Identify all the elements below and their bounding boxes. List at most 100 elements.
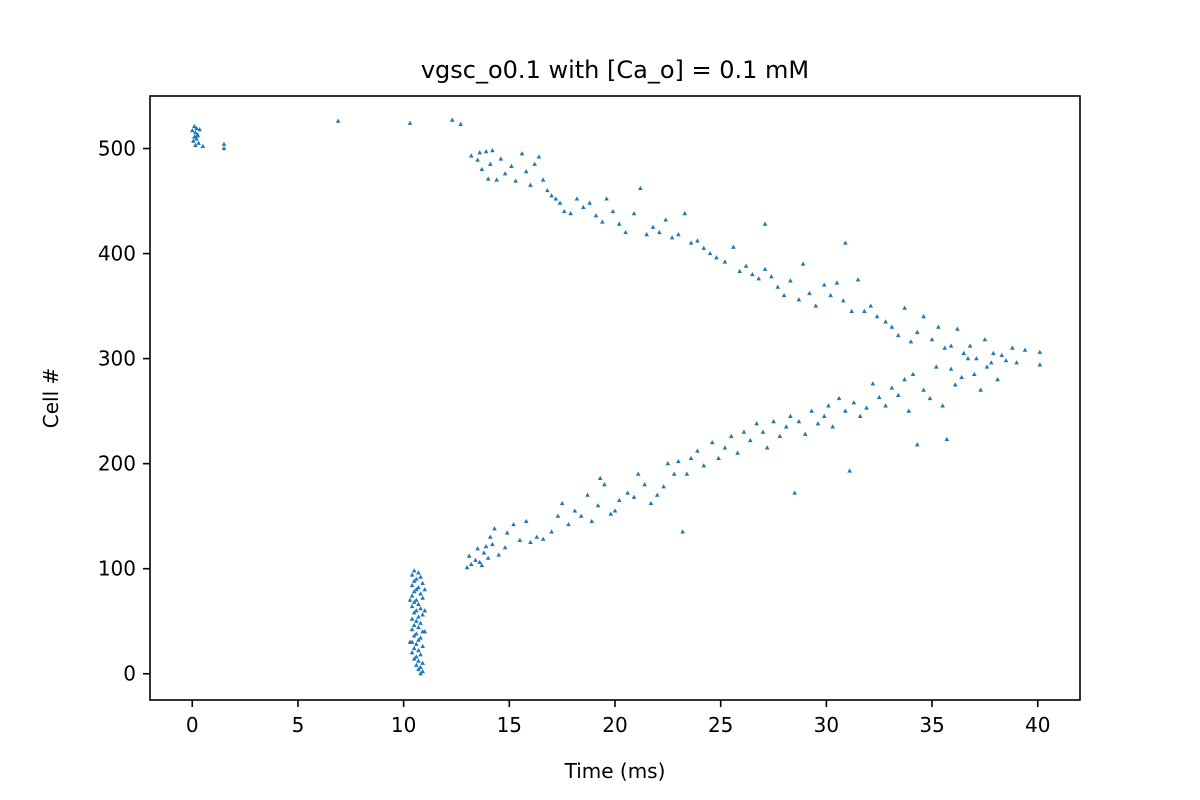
spike-point [411,656,417,661]
spike-point [942,345,948,350]
spike-point [809,408,814,413]
spike-point [883,403,888,408]
spike-point [737,268,743,274]
spike-point [671,471,677,476]
spike-point [688,240,694,245]
spike-point [796,297,802,302]
spike-point [843,408,848,413]
spike-point [709,440,715,445]
spike-point [769,274,774,279]
spike-point [409,616,415,621]
spike-point [771,419,776,424]
spike-point [682,211,688,216]
spike-point [407,639,413,644]
spike-point [458,121,464,126]
spike-point [948,343,954,348]
spike-point [420,580,425,586]
spike-point [549,193,554,198]
spike-point [418,620,423,625]
spike-point [411,568,417,573]
spike-point [936,324,941,329]
spike-point [414,576,419,581]
spike-point [580,204,586,209]
spike-point [735,450,740,455]
spike-point [549,529,554,534]
spike-point [192,123,197,129]
spike-point [978,387,983,392]
spike-point [921,387,926,392]
spike-point [420,643,425,649]
spike-point [815,421,821,426]
x-tick-label: 25 [708,713,733,737]
x-tick-label: 5 [292,713,305,737]
spike-point [707,250,713,256]
spike-point [540,536,546,541]
spike-point [221,145,227,151]
spike-point [840,298,846,303]
spike-point [608,511,614,516]
spike-point [961,350,967,355]
spike-point [409,603,415,609]
spike-point [593,213,599,218]
spike-point [828,292,833,298]
spike-point [574,196,580,201]
spike-point [813,303,819,308]
spike-point [418,591,423,596]
spike-point [955,326,960,331]
spike-point [483,544,489,549]
spike-point [933,364,939,369]
spike-point [695,448,700,453]
spike-point [414,608,419,613]
spike-point [631,494,637,499]
spike-point [449,117,455,122]
spike-point [414,662,419,667]
spike-point [418,606,423,611]
spike-point [663,217,669,222]
spike-point [644,232,650,237]
spike-point [523,169,529,174]
spike-point [701,463,707,468]
spike-point [876,394,882,400]
spike-point [906,408,912,413]
spike-point [665,461,671,466]
spike-point [821,282,827,287]
y-axis-label: Cell # [39,368,63,429]
y-tick-label: 400 [98,242,136,266]
spike-point [414,587,419,592]
spike-point [572,508,578,513]
spike-point [855,277,861,282]
spike-point [1010,345,1015,350]
spike-point [513,178,518,183]
spike-point [600,219,605,224]
spike-point [409,650,415,655]
spike-point [422,587,428,592]
spike-point [192,134,197,139]
spike-point [944,436,950,442]
spike-point [414,597,419,602]
spike-point [534,534,540,539]
spike-point [411,645,417,651]
spike-point [999,352,1005,358]
spike-point [714,255,719,260]
spike-point [411,633,417,638]
spike-point [553,196,559,201]
spike-point [568,211,573,216]
spike-point [477,150,483,155]
spike-point [862,308,867,313]
spike-point [775,284,781,289]
spike-point [194,125,199,131]
spike-point [528,539,533,545]
spike-point [661,484,666,489]
spike-point [974,356,979,361]
spike-point [952,382,958,387]
spike-point [910,371,916,376]
spike-point [1014,360,1019,365]
spike-point [479,562,485,568]
spike-point [988,360,994,365]
spike-point [557,200,563,205]
spike-point [908,339,914,344]
spike-point [650,224,656,229]
spike-point [566,521,571,527]
spike-point [895,332,901,338]
spike-point [197,127,202,132]
